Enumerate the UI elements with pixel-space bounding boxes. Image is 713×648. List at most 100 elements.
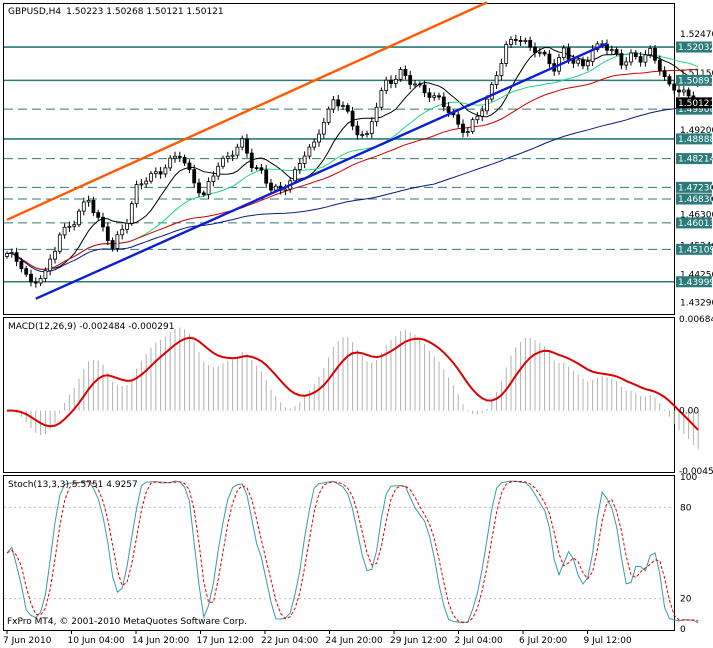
x-label-7: 2 Jul 04:00 xyxy=(455,636,504,646)
candle-body-36 xyxy=(177,155,182,158)
candle-body-40 xyxy=(197,182,201,194)
current-price-tag-bg xyxy=(676,97,712,109)
candle-body-45 xyxy=(221,157,225,167)
candle-body-141 xyxy=(681,89,686,93)
candle-body-16 xyxy=(81,201,86,212)
x-label-3: 17 Jun 12:00 xyxy=(197,636,254,646)
candle-body-74 xyxy=(360,134,365,136)
level-tag-label-6: 1.46830 xyxy=(678,195,713,205)
stoch-scale-label-2: 20 xyxy=(680,595,692,605)
candle-body-48 xyxy=(235,146,240,156)
candle-body-108 xyxy=(523,39,528,42)
candle-body-116 xyxy=(561,47,566,58)
candle-body-22 xyxy=(110,240,115,249)
candle-body-12 xyxy=(62,226,67,236)
price-scale-label-3: 1.49200 xyxy=(680,126,713,136)
candle-body-119 xyxy=(576,59,581,64)
ma-navy-line xyxy=(6,104,699,273)
macd-signal-line xyxy=(6,336,699,431)
level-tag-bg-9 xyxy=(676,276,712,288)
candle-body-75 xyxy=(365,133,369,135)
candle-body-140 xyxy=(677,89,681,93)
level-tag-label-7: 1.46013 xyxy=(678,219,713,229)
candle-body-91 xyxy=(441,96,446,108)
x-label-5: 24 Jun 20:00 xyxy=(326,636,383,646)
x-label-4: 22 Jun 04:00 xyxy=(261,636,318,646)
candle-body-66 xyxy=(321,121,326,135)
candle-body-55 xyxy=(269,182,273,191)
candle-body-77 xyxy=(374,106,379,123)
stoch-scale-label-1: 80 xyxy=(680,503,692,513)
candle-body-113 xyxy=(547,53,552,65)
candle-body-83 xyxy=(403,69,408,76)
candle-body-21 xyxy=(105,226,110,241)
candle-body-1 xyxy=(9,252,14,255)
candle-body-88 xyxy=(427,92,432,98)
candle-body-15 xyxy=(77,210,81,226)
candle-body-13 xyxy=(67,225,72,228)
level-tag-label-3: 1.48888 xyxy=(678,135,713,145)
candle-body-33 xyxy=(163,167,168,175)
candle-body-20 xyxy=(101,216,105,228)
trend-line-1 xyxy=(35,42,608,300)
candle-body-85 xyxy=(413,83,417,86)
candle-body-138 xyxy=(667,76,672,85)
candle-body-56 xyxy=(273,185,278,191)
candle-body-117 xyxy=(566,47,571,60)
candle-body-103 xyxy=(499,63,504,77)
candle-body-47 xyxy=(230,154,235,157)
level-tag-label-0: 1.52032 xyxy=(678,43,713,53)
candle-body-17 xyxy=(86,199,91,203)
candle-body-38 xyxy=(187,162,192,171)
stoch-title: Stoch(13,3,3) 5.5751 4.9257 xyxy=(8,480,138,490)
candle-body-127 xyxy=(614,49,619,55)
price-scale-label-9: 1.44250 xyxy=(680,270,713,280)
level-tag-bg-8 xyxy=(676,243,712,255)
candle-body-26 xyxy=(129,203,134,224)
candle-body-79 xyxy=(384,79,389,91)
candle-body-25 xyxy=(125,222,129,230)
candle-body-130 xyxy=(629,52,633,63)
candle-body-84 xyxy=(408,75,413,85)
candle-body-5 xyxy=(29,273,33,283)
stoch-main-line xyxy=(6,480,699,624)
price-scale-label-0: 1.52470 xyxy=(680,30,713,40)
candle-body-92 xyxy=(446,106,451,113)
x-label-2: 14 Jun 20:00 xyxy=(132,636,189,646)
candle-body-120 xyxy=(581,59,585,67)
candle-body-76 xyxy=(369,121,374,134)
candle-body-135 xyxy=(653,48,657,61)
level-tag-label-5: 1.47230 xyxy=(678,183,713,193)
candle-body-142 xyxy=(686,89,691,97)
candle-body-139 xyxy=(672,83,677,91)
level-tag-bg-6 xyxy=(676,193,712,205)
candle-body-112 xyxy=(542,51,547,55)
candle-body-73 xyxy=(355,125,360,136)
candle-body-126 xyxy=(609,49,614,52)
candle-body-10 xyxy=(53,250,57,260)
candle-body-128 xyxy=(619,53,624,66)
candle-body-133 xyxy=(643,54,648,63)
level-tag-label-1: 1.50891 xyxy=(678,76,713,86)
candle-body-46 xyxy=(225,155,230,159)
candle-body-86 xyxy=(417,83,422,86)
price-scale-label-7: 1.46300 xyxy=(680,211,713,221)
candle-body-82 xyxy=(398,69,403,80)
candle-body-24 xyxy=(120,228,125,236)
candle-body-8 xyxy=(43,270,48,279)
candle-body-3 xyxy=(19,260,24,270)
candle-body-62 xyxy=(302,155,307,164)
macd-scale-label-1: 0.00 xyxy=(679,407,699,417)
macd-title: MACD(12,26,9) -0.002484 -0.000291 xyxy=(8,322,174,332)
candle-body-101 xyxy=(489,84,494,100)
price-title: GBPUSD,H4 1.50223 1.50268 1.50121 1.50121 xyxy=(8,7,224,17)
candle-body-27 xyxy=(134,184,139,205)
candle-body-14 xyxy=(72,224,77,227)
candle-body-54 xyxy=(264,169,269,184)
candle-body-64 xyxy=(312,141,317,148)
candle-body-94 xyxy=(456,114,461,125)
candle-body-95 xyxy=(461,123,465,133)
level-tag-bg-0 xyxy=(676,41,712,53)
stoch-signal-line xyxy=(6,480,699,623)
candle-body-39 xyxy=(192,169,197,184)
